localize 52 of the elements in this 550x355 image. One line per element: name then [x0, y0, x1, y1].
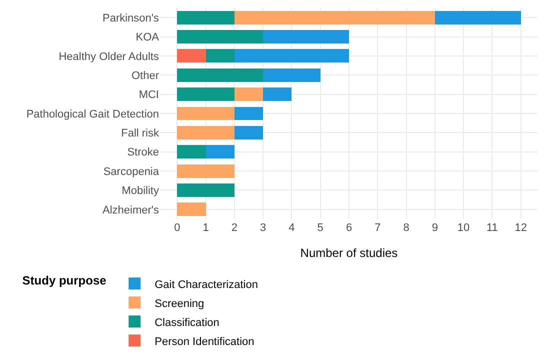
x-tick-label: 2: [231, 222, 238, 234]
bar: [206, 145, 234, 159]
bar: [234, 126, 264, 140]
bar: [263, 68, 320, 82]
bar: [177, 30, 264, 44]
legend-label: Person Identification: [154, 336, 254, 348]
legend-label: Screening: [154, 298, 204, 310]
y-tick-label: Healthy Older Adults: [58, 50, 160, 63]
x-tick-label: 6: [346, 222, 352, 234]
x-tick-label: 4: [288, 222, 295, 234]
y-tick-label: Fall risk: [121, 128, 160, 140]
bar: [177, 145, 206, 159]
legend-label: Classification: [154, 316, 220, 329]
x-axis-title: Number of studies: [300, 246, 398, 260]
y-tick-label: KOA: [136, 32, 160, 44]
x-tick-label: 11: [486, 222, 498, 234]
y-tick-label: Alzheimer's: [102, 204, 160, 216]
y-tick-label: Other: [131, 70, 160, 82]
bar: [234, 10, 435, 24]
y-tick-label: Stroke: [127, 146, 159, 159]
bar: [234, 106, 264, 120]
y-tick-label: Pathological Gait Detection: [26, 108, 159, 120]
x-tick-label: 5: [317, 222, 324, 234]
bar: [263, 88, 292, 102]
x-tick-label: 7: [374, 222, 381, 234]
bar: [177, 106, 234, 120]
bar: [177, 68, 264, 82]
bar: [177, 10, 234, 24]
bar: [177, 184, 234, 197]
bar: [206, 49, 234, 63]
x-tick-label: 9: [432, 222, 438, 234]
bar: [177, 126, 234, 140]
x-tick-label: 0: [174, 222, 180, 234]
bar: [177, 88, 234, 102]
x-tick-label: 12: [514, 222, 527, 234]
bar: [263, 30, 349, 44]
bar: [177, 164, 234, 178]
legend-label: Gait Characterization: [154, 278, 258, 291]
bar: [177, 49, 206, 63]
bar: [434, 10, 521, 24]
bar: [234, 88, 264, 102]
bar: [234, 49, 349, 63]
y-tick-label: Parkinson's: [102, 12, 160, 24]
x-tick-label: 1: [202, 222, 209, 234]
y-tick-label: Mobility: [122, 185, 160, 198]
x-tick-label: 10: [457, 222, 470, 234]
legend-title: Study purpose: [22, 274, 107, 288]
y-tick-label: Sarcopenia: [103, 166, 160, 178]
x-tick-label: 3: [260, 222, 266, 234]
y-tick-label: MCI: [138, 89, 159, 102]
bar: [177, 202, 206, 216]
x-tick-label: 8: [403, 222, 410, 234]
